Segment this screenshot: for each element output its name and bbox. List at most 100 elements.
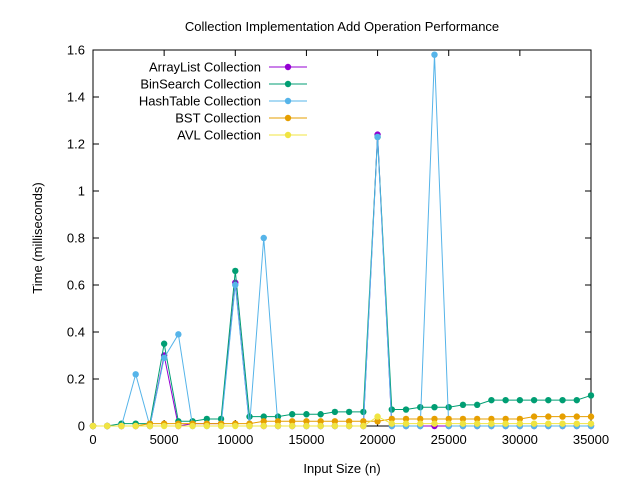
data-point — [260, 234, 267, 242]
data-point — [402, 415, 410, 423]
legend-marker — [284, 63, 292, 71]
data-point — [217, 422, 225, 430]
x-tick-label: 0 — [89, 432, 96, 447]
x-tick-label: 15000 — [288, 432, 324, 447]
data-point — [473, 401, 481, 409]
data-point — [274, 422, 282, 430]
data-point — [431, 415, 438, 423]
data-point — [274, 413, 282, 420]
legend-marker — [284, 114, 292, 122]
data-point — [189, 422, 196, 430]
data-point — [374, 413, 381, 420]
data-point — [502, 415, 509, 423]
data-point — [160, 354, 168, 362]
data-point — [559, 413, 566, 420]
data-point — [246, 413, 253, 420]
data-point — [374, 418, 381, 425]
data-point — [160, 422, 168, 430]
data-point — [317, 418, 324, 425]
legend-label: ArrayList Collection — [149, 60, 261, 75]
data-point — [473, 420, 481, 427]
data-point — [573, 420, 580, 427]
data-point — [289, 411, 296, 418]
data-point — [232, 281, 239, 289]
data-point — [331, 422, 339, 430]
y-tick-label: 0.4 — [67, 325, 85, 340]
data-point — [274, 418, 282, 425]
data-point — [573, 413, 580, 420]
legend: ArrayList Collection BinSearch Collection… — [139, 60, 307, 143]
data-point — [260, 422, 267, 430]
x-tick-label: 25000 — [431, 432, 467, 447]
y-axis-label: Time (milliseconds) — [30, 182, 45, 293]
data-point — [345, 418, 353, 425]
data-point — [303, 422, 310, 430]
x-axis-label: Input Size (n) — [303, 461, 380, 476]
data-point — [289, 422, 296, 430]
data-point — [203, 422, 211, 430]
x-tick-label: 10000 — [217, 432, 253, 447]
data-point — [417, 415, 424, 423]
data-point — [530, 420, 538, 427]
x-tick-label: 5000 — [150, 432, 179, 447]
data-point — [445, 415, 452, 423]
data-point — [516, 420, 524, 427]
legend-label: HashTable Collection — [139, 94, 261, 109]
data-point — [175, 422, 182, 430]
data-point — [160, 340, 168, 347]
data-point — [516, 396, 524, 404]
data-point — [530, 396, 538, 404]
data-point — [402, 406, 410, 413]
data-point — [573, 396, 580, 404]
y-axis: 0 0.2 0.4 0.6 0.8 1 1.2 1.4 1.6 — [67, 43, 591, 434]
data-point — [587, 413, 595, 420]
data-point — [388, 420, 395, 427]
data-point — [587, 420, 595, 427]
data-point — [388, 406, 395, 413]
data-point — [545, 413, 552, 420]
legend-marker — [284, 97, 292, 105]
data-point — [488, 420, 495, 427]
legend-label: BinSearch Collection — [140, 77, 261, 92]
data-point — [260, 413, 267, 420]
legend-label: AVL Collection — [177, 128, 261, 143]
data-point — [146, 422, 154, 430]
legend-label: BST Collection — [175, 111, 261, 126]
x-tick-label: 30000 — [502, 432, 538, 447]
legend-marker — [284, 131, 292, 139]
data-point — [360, 408, 367, 416]
data-point — [331, 418, 339, 425]
data-point — [502, 396, 509, 404]
data-point — [459, 401, 467, 409]
data-point — [545, 396, 552, 404]
data-point — [559, 396, 566, 404]
data-point — [175, 331, 182, 338]
data-point — [516, 415, 524, 423]
data-point — [317, 411, 324, 418]
data-point — [232, 422, 239, 430]
data-point — [317, 422, 324, 430]
data-point — [217, 415, 225, 423]
data-point — [246, 422, 253, 430]
data-point — [559, 420, 566, 427]
data-point — [587, 392, 595, 399]
data-point — [488, 415, 495, 423]
data-point — [545, 420, 552, 427]
x-tick-label: 20000 — [359, 432, 395, 447]
data-point — [203, 415, 211, 423]
data-point — [132, 371, 139, 378]
data-point — [132, 422, 139, 430]
data-point — [417, 420, 424, 427]
data-point — [388, 415, 395, 423]
y-tick-label: 0.2 — [67, 372, 85, 387]
data-point — [459, 420, 467, 427]
data-point — [118, 422, 125, 430]
data-point — [374, 133, 381, 141]
data-point — [445, 404, 452, 411]
y-tick-label: 1.6 — [67, 43, 85, 58]
data-point — [260, 418, 267, 425]
data-point — [345, 408, 353, 416]
